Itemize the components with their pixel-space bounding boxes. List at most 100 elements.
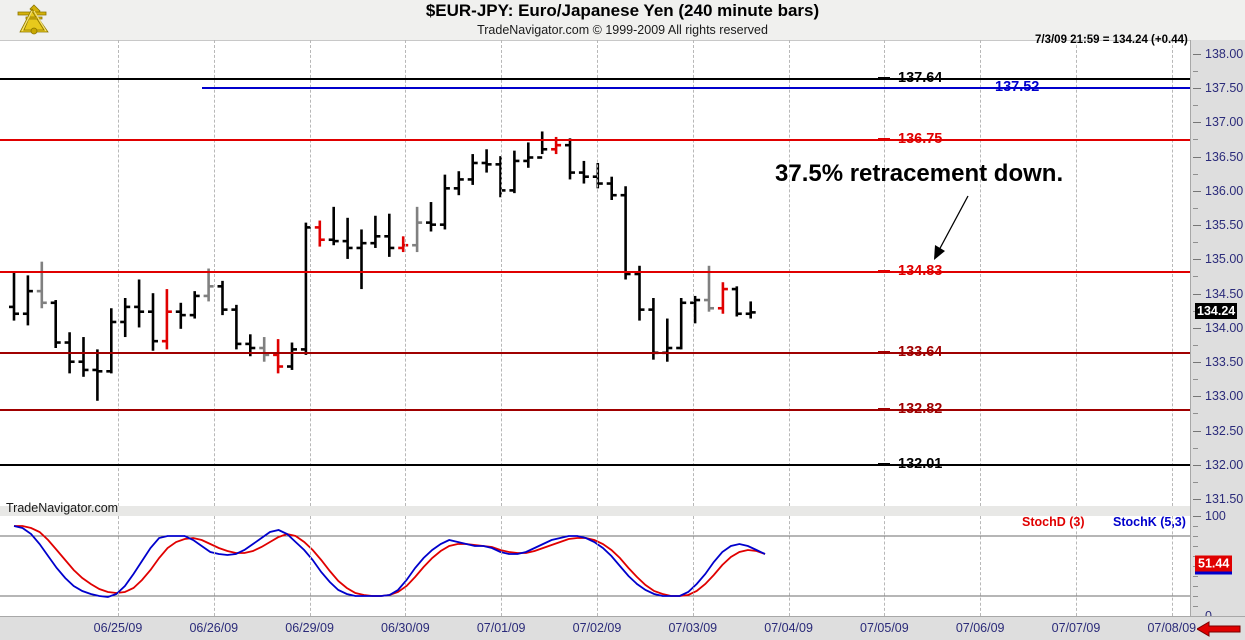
reference-line-marker [878, 351, 890, 354]
date-axis-label: 06/29/09 [285, 621, 334, 635]
ohlc-bar [189, 291, 200, 319]
vertical-gridline [501, 516, 503, 616]
stochastic-axis-minor-tick [1193, 596, 1198, 597]
reference-line[interactable] [0, 352, 1190, 355]
price-axis-minor-tick [1193, 344, 1198, 346]
last-quote-readout: 7/3/09 21:59 = 134.24 (+0.44) [1035, 34, 1188, 46]
vertical-gridline [597, 40, 598, 506]
price-axis-minor-tick [1193, 242, 1198, 244]
price-axis-label: 136.00 [1205, 183, 1244, 198]
ohlc-bar [342, 217, 353, 259]
ohlc-bar [384, 213, 395, 257]
vertical-gridline [1076, 516, 1077, 616]
vertical-gridline [405, 516, 407, 616]
price-axis-label: 135.00 [1205, 252, 1244, 267]
price-axis-tick [1193, 499, 1201, 501]
ohlc-bar [50, 300, 61, 349]
vertical-gridline [1076, 40, 1077, 506]
price-axis-right[interactable]: 138.00 137.50 137.00 136.50 136.00 135.50 135.… [1190, 40, 1245, 623]
scroll-right-arrow-icon[interactable] [1197, 621, 1241, 637]
ohlc-bar [523, 142, 534, 168]
date-axis-label: 07/02/09 [572, 621, 622, 635]
pane-divider [0, 506, 1190, 516]
price-axis-label: 135.50 [1205, 218, 1244, 233]
price-axis-tick [1193, 327, 1201, 329]
ohlc-bar [78, 337, 89, 377]
stochastic-pane[interactable] [0, 516, 1190, 616]
ohlc-bar [690, 295, 701, 324]
date-axis-label: 07/04/09 [764, 621, 813, 635]
ohlc-bar [565, 138, 575, 180]
watermark-label: TradeNavigator.com [6, 501, 119, 515]
reference-line-marker [878, 77, 890, 80]
price-chart-pane[interactable] [0, 40, 1190, 506]
price-axis-tick [1193, 122, 1201, 124]
price-axis-minor-tick [1193, 447, 1198, 449]
stochastic-legend-item[interactable]: StochD (3) [1022, 515, 1085, 529]
ohlc-bar [92, 349, 103, 401]
reference-line-label: 134.83 [898, 262, 943, 279]
price-axis-tick [1193, 156, 1201, 158]
ohlc-bar [662, 318, 673, 362]
ohlc-bar [620, 186, 631, 280]
price-axis-minor-tick [1193, 276, 1198, 278]
vertical-gridline [118, 516, 119, 616]
trade-navigator-logo-icon [6, 1, 62, 37]
ohlc-bar [648, 297, 659, 360]
ohlc-bar [509, 150, 520, 194]
ohlc-bar [203, 268, 214, 302]
reference-line-marker [878, 463, 890, 466]
ohlc-bar [9, 272, 19, 321]
price-axis-tick [1193, 259, 1201, 261]
date-axis-label: 07/01/09 [476, 621, 526, 635]
reference-line-label: 136.75 [898, 131, 943, 148]
price-bars-canvas [9, 131, 756, 401]
current-price-badge: 134.24 [1195, 303, 1238, 320]
stochastic-axis-minor-tick [1193, 536, 1198, 537]
date-axis-label: 07/08/09 [1147, 621, 1197, 635]
ohlc-bar [398, 236, 409, 253]
price-axis-label: 133.00 [1205, 389, 1244, 404]
price-axis-tick [1193, 87, 1201, 89]
price-axis-minor-tick [1193, 379, 1198, 381]
price-axis-tick [1193, 464, 1201, 466]
ohlc-bar [22, 275, 33, 326]
vertical-gridline [309, 516, 311, 616]
ohlc-bar [273, 339, 284, 374]
ohlc-bar [634, 265, 645, 321]
vertical-gridline [405, 40, 407, 506]
stochastic-axis-minor-tick [1193, 546, 1198, 547]
ohlc-bar [259, 337, 270, 362]
reference-line[interactable] [0, 78, 1190, 81]
vertical-gridline [309, 40, 311, 506]
ohlc-bar [439, 174, 450, 230]
vertical-gridline [692, 40, 694, 506]
reference-line-label: 132.82 [898, 400, 943, 417]
reference-line[interactable] [0, 408, 1190, 411]
price-axis-label: 134.00 [1205, 320, 1244, 335]
ohlc-bar [287, 342, 297, 370]
reference-line[interactable] [0, 139, 1190, 142]
stochastic-legend-item[interactable]: StochK (5,3) [1113, 515, 1186, 529]
price-axis-tick [1193, 396, 1201, 398]
reference-line[interactable] [0, 464, 1190, 467]
date-axis-label: 07/07/09 [1051, 621, 1101, 635]
price-axis-minor-tick [1193, 70, 1198, 72]
reference-line[interactable] [202, 86, 1190, 89]
date-axis-label: 07/06/09 [955, 621, 1005, 635]
reference-line[interactable] [0, 270, 1190, 273]
price-axis-minor-tick [1193, 139, 1198, 141]
ohlc-bar [231, 304, 242, 350]
ohlc-bar [370, 215, 381, 248]
vertical-gridline [597, 516, 598, 616]
price-axis-minor-tick [1193, 413, 1198, 415]
stochastic-axis-minor-tick [1193, 526, 1198, 527]
ohlc-bar [676, 297, 687, 350]
chart-header: $EUR-JPY: Euro/Japanese Yen (240 minute … [0, 0, 1245, 40]
ohlc-bar [745, 301, 756, 319]
price-axis-label: 133.50 [1205, 355, 1244, 370]
price-axis-label: 137.50 [1205, 80, 1244, 95]
price-axis-label: 132.50 [1205, 423, 1244, 438]
date-axis-bottom[interactable]: 06/25/09 06/26/09 06/29/09 06/30/09 07/01/09… [0, 616, 1245, 640]
